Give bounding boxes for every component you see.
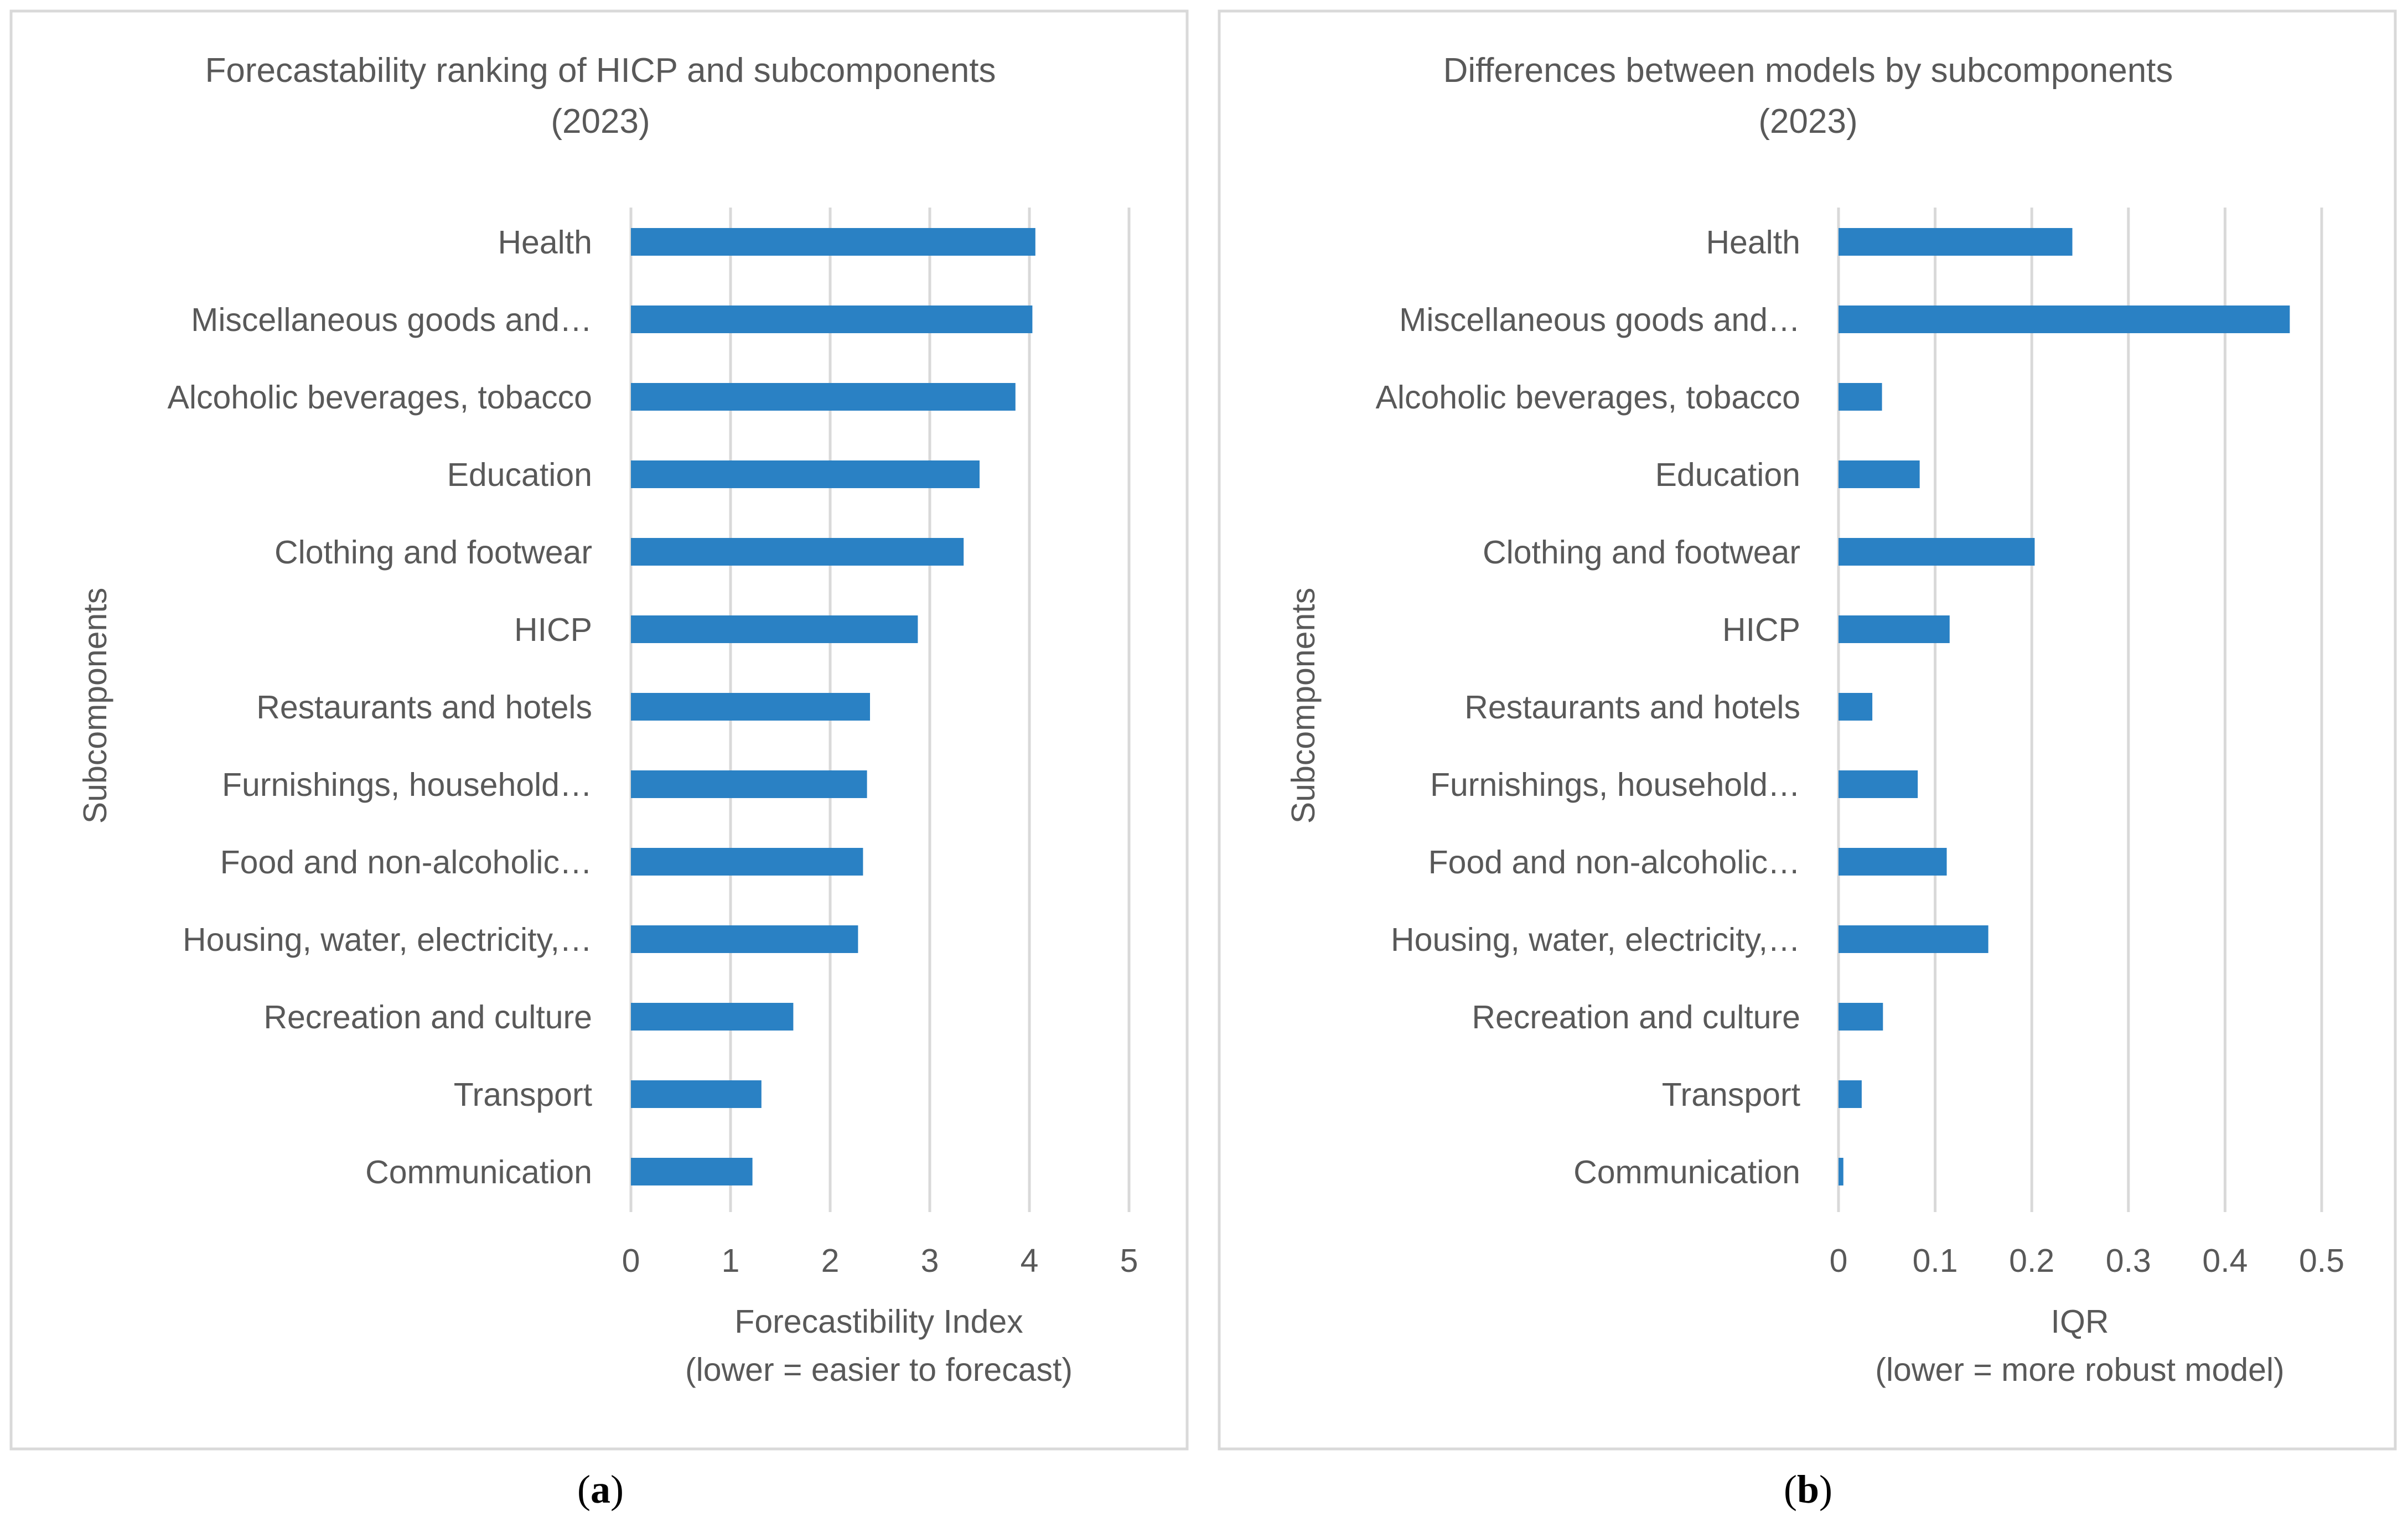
chart-b-x-tick-label: 0 (1830, 1242, 1848, 1279)
chart-b-bar (1839, 848, 1947, 876)
chart-a-category-label: Transport (454, 1076, 592, 1113)
chart-b-category-label: Education (1655, 457, 1800, 493)
chart-a-x-tick-label: 0 (622, 1242, 640, 1279)
chart-a-panel-label: (a) (577, 1467, 624, 1511)
chart-a-x-tick-label: 4 (1021, 1242, 1039, 1279)
chart-a-category-label: Furnishings, household… (222, 767, 592, 803)
chart-b-category-label: Clothing and footwear (1483, 534, 1800, 571)
chart-a-bar (631, 1080, 762, 1108)
chart-a-bar (631, 383, 1016, 411)
chart-b-category-label: Transport (1662, 1076, 1800, 1113)
chart-a-bar (631, 1158, 753, 1185)
chart-a-x-ticks: 0 1 2 3 4 5 (622, 1242, 1138, 1279)
chart-b-category-label: HICP (1722, 612, 1800, 648)
chart-a-x-tick-label: 1 (722, 1242, 740, 1279)
chart-b-bar (1839, 770, 1918, 798)
chart-b-x-tick-label: 0.4 (2202, 1242, 2248, 1279)
chart-b-x-tick-label: 0.2 (2009, 1242, 2054, 1279)
chart-a-y-axis-label: Subcomponents (77, 588, 113, 824)
chart-a-category-label: Restaurants and hotels (256, 689, 592, 726)
chart-b-x-ticks: 0 0.1 0.2 0.3 0.4 0.5 (1830, 1242, 2344, 1279)
chart-b-category-label: Housing, water, electricity,… (1391, 921, 1800, 958)
chart-b-x-tick-label: 0.3 (2106, 1242, 2151, 1279)
chart-b-category-labels: Health Miscellaneous goods and… Alcoholic … (1376, 224, 1800, 1190)
chart-b-category-label: Restaurants and hotels (1464, 689, 1800, 726)
chart-b-x-tick-label: 0.5 (2299, 1242, 2344, 1279)
chart-a-category-label: Health (498, 224, 592, 261)
chart-b-x-axis-label-line-1: IQR (2051, 1303, 2109, 1340)
chart-a-title-line-2: (2023) (551, 102, 650, 141)
chart-b-x-axis-label-line-2: (lower = more robust model) (1875, 1352, 2284, 1388)
chart-b-bar (1839, 538, 2035, 566)
chart-b-bar (1839, 383, 1882, 411)
chart-a-border (9, 9, 1189, 1451)
chart-a-x-axis-label-line-1: Forecastibility Index (734, 1303, 1023, 1340)
chart-panel-a: Forecastability ranking of HICP and subc… (9, 9, 1189, 1511)
chart-b-gridlines (1837, 208, 2323, 1212)
chart-b-y-axis-label: Subcomponents (1285, 588, 1322, 824)
chart-b-x-tick-label: 0.1 (1913, 1242, 1958, 1279)
chart-a-bars (631, 228, 1035, 1185)
chart-b-bar (1839, 693, 1873, 721)
chart-b-bar (1839, 615, 1950, 643)
chart-b-title-line-2: (2023) (1758, 102, 1857, 141)
chart-b-bar (1839, 1080, 1862, 1108)
chart-a-bar (631, 538, 964, 566)
chart-b-panel-label: (b) (1784, 1467, 1832, 1511)
chart-a-category-label: Alcoholic beverages, tobacco (168, 379, 592, 416)
chart-a-bar (631, 228, 1035, 256)
chart-a-bar (631, 848, 863, 876)
chart-a-bar (631, 306, 1033, 333)
chart-b-category-label: Alcoholic beverages, tobacco (1376, 379, 1800, 416)
chart-a-category-label: Food and non-alcoholic… (220, 844, 592, 881)
chart-panel-b: Differences between models by subcompone… (1218, 9, 2397, 1511)
chart-a-category-label: Miscellaneous goods and… (191, 302, 592, 338)
chart-b-bar (1839, 460, 1920, 488)
chart-a-category-label: Education (447, 457, 592, 493)
chart-a-x-tick-label: 5 (1120, 1242, 1138, 1279)
chart-a-category-label: Clothing and footwear (275, 534, 592, 571)
chart-a-category-labels: Health Miscellaneous goods and… Alcoholic … (168, 224, 592, 1190)
chart-a-title-line-1: Forecastability ranking of HICP and subc… (205, 51, 996, 90)
chart-b-category-label: Health (1706, 224, 1800, 261)
chart-a-bar (631, 460, 980, 488)
chart-a-bar (631, 770, 867, 798)
chart-a-bar (631, 615, 918, 643)
chart-b-category-label: Communication (1573, 1154, 1800, 1190)
chart-a-x-axis-label-line-2: (lower = easier to forecast) (685, 1352, 1073, 1388)
chart-b-bar (1839, 306, 2290, 333)
chart-a-category-label: HICP (514, 612, 592, 648)
chart-a-bar (631, 693, 870, 721)
chart-b-category-label: Recreation and culture (1472, 999, 1800, 1036)
chart-b-bars (1839, 228, 2290, 1185)
chart-a-bar (631, 925, 858, 953)
chart-b-category-label: Food and non-alcoholic… (1428, 844, 1800, 881)
chart-b-category-label: Furnishings, household… (1430, 767, 1800, 803)
chart-b-category-label: Miscellaneous goods and… (1399, 302, 1800, 338)
chart-b-bar (1839, 1003, 1883, 1031)
chart-b-bar (1839, 925, 1988, 953)
chart-a-category-label: Recreation and culture (263, 999, 592, 1036)
chart-b-title-line-1: Differences between models by subcompone… (1443, 51, 2173, 90)
chart-b-border (1218, 9, 2397, 1451)
chart-a-x-tick-label: 2 (821, 1242, 840, 1279)
chart-a-category-label: Housing, water, electricity,… (183, 921, 592, 958)
chart-a-category-label: Communication (365, 1154, 592, 1190)
chart-a-x-tick-label: 3 (921, 1242, 939, 1279)
chart-b-bar (1839, 1158, 1843, 1185)
chart-a-bar (631, 1003, 794, 1031)
chart-b-bar (1839, 228, 2073, 256)
